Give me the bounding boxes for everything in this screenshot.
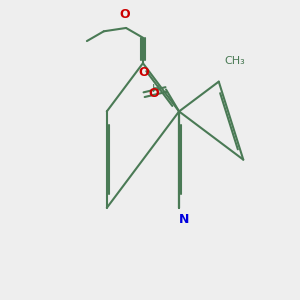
Text: O: O [139,66,149,79]
Text: O: O [148,87,159,100]
Text: H: H [152,84,160,94]
Text: O: O [119,8,130,21]
Text: N: N [179,213,190,226]
Text: CH₃: CH₃ [225,56,245,66]
